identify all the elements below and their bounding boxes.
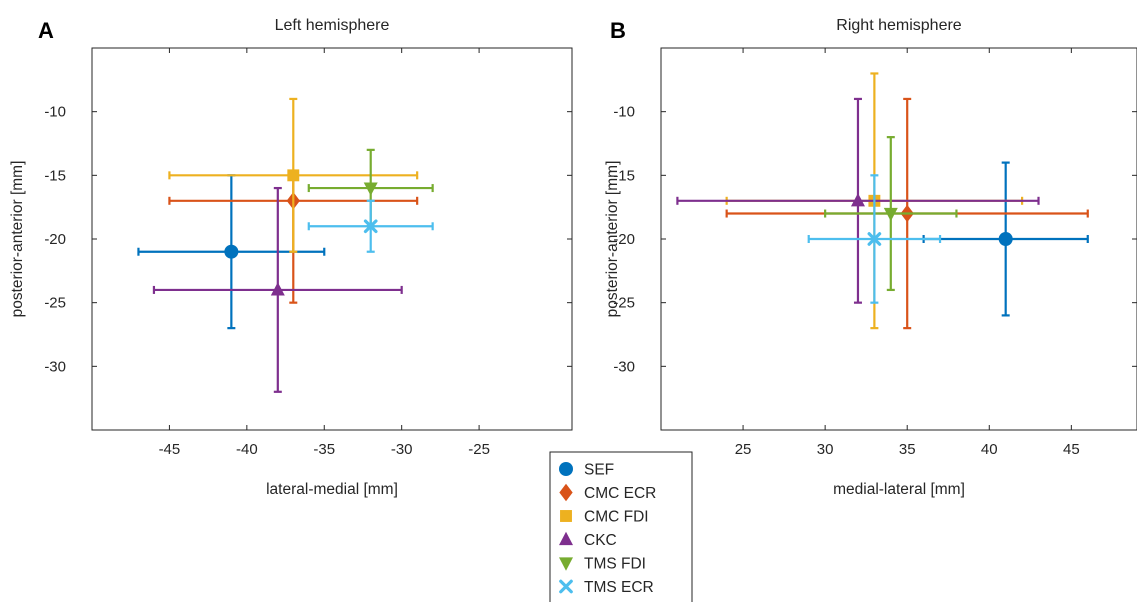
data-point-triangle-up [270, 282, 285, 296]
legend-item: TMS ECR [559, 579, 654, 596]
series-tms-ecr [807, 174, 942, 304]
panel-label: A [38, 18, 54, 43]
x-tick-label: 45 [1063, 441, 1080, 458]
y-tick-label: -25 [44, 295, 66, 312]
chart-title: Left hemisphere [275, 17, 390, 34]
x-tick-label: 25 [735, 441, 752, 458]
y-tick-label: -30 [44, 358, 66, 375]
y-tick-label: -20 [44, 231, 66, 248]
data-point-triangle-down [883, 207, 898, 222]
legend-item: CKC [559, 531, 617, 549]
y-tick-label: -25 [613, 295, 635, 312]
diamond-icon [559, 483, 573, 502]
x-tick-label: 35 [899, 441, 916, 458]
x-tick-label: -35 [313, 441, 335, 458]
chart-title: Right hemisphere [836, 17, 962, 34]
data-point-triangle-down [363, 182, 378, 196]
legend-label: CMC ECR [584, 485, 656, 502]
x-tick-label: -30 [391, 441, 413, 458]
square-icon [560, 510, 572, 522]
series-cmc-fdi [168, 97, 419, 253]
legend-label: CMC FDI [584, 509, 649, 526]
x-tick-label: -45 [159, 441, 181, 458]
y-tick-label: -10 [44, 104, 66, 121]
data-point-triangle-up [850, 193, 865, 207]
y-tick-label: -15 [613, 167, 635, 184]
y-tick-label: -20 [613, 231, 635, 248]
series-ckc [676, 97, 1040, 304]
chart-panel-b: 25 30 35 40 45 -10 -15 -20 -25 -30 Right hemispher… [604, 17, 1137, 498]
x-tick-label: -40 [236, 441, 258, 458]
legend-item: TMS FDI [559, 556, 646, 573]
series-ckc [152, 186, 403, 393]
legend: SEF CMC ECR CMC FDI CKC TMS FDI TMS ECR [549, 451, 693, 602]
x-tick-label: -25 [468, 441, 490, 458]
circle-icon [559, 462, 573, 476]
data-point-square [287, 169, 300, 182]
triangle-down-icon [559, 557, 573, 571]
data-point-x [363, 219, 378, 234]
legend-label: TMS FDI [584, 556, 646, 573]
legend-label: TMS ECR [584, 579, 654, 596]
y-tick-label: -15 [44, 167, 66, 184]
data-point-circle [224, 244, 239, 259]
x-tick-label: 30 [817, 441, 834, 458]
plot-area-box [91, 47, 573, 431]
y-tick-label: -10 [613, 104, 635, 121]
y-axis-label: posterior-anterior [mm] [604, 161, 621, 318]
x-axis-label: lateral-medial [mm] [266, 481, 398, 498]
chart-panel-a: -45 -40 -35 -30 -25 -10 -15 -20 -25 -30 Left hemis… [9, 17, 573, 498]
data-point-circle [998, 232, 1013, 246]
legend-box [549, 451, 693, 602]
legend-label: CKC [584, 532, 617, 549]
x-icon [559, 579, 573, 594]
legend-label: SEF [584, 462, 614, 479]
x-axis-label: medial-lateral [mm] [833, 481, 965, 498]
y-axis-label: posterior-anterior [mm] [9, 161, 26, 318]
legend-item: CMC ECR [559, 483, 656, 502]
panel-label: B [610, 18, 626, 43]
series-sef [922, 161, 1089, 317]
series-tms-ecr [307, 199, 434, 253]
x-tick-label: 40 [981, 441, 998, 458]
legend-item: SEF [559, 462, 614, 479]
triangle-up-icon [559, 531, 573, 546]
y-tick-label: -30 [613, 358, 635, 375]
data-point-x [867, 232, 882, 246]
series-tms-fdi [824, 136, 958, 292]
legend-item: CMC FDI [560, 509, 649, 526]
